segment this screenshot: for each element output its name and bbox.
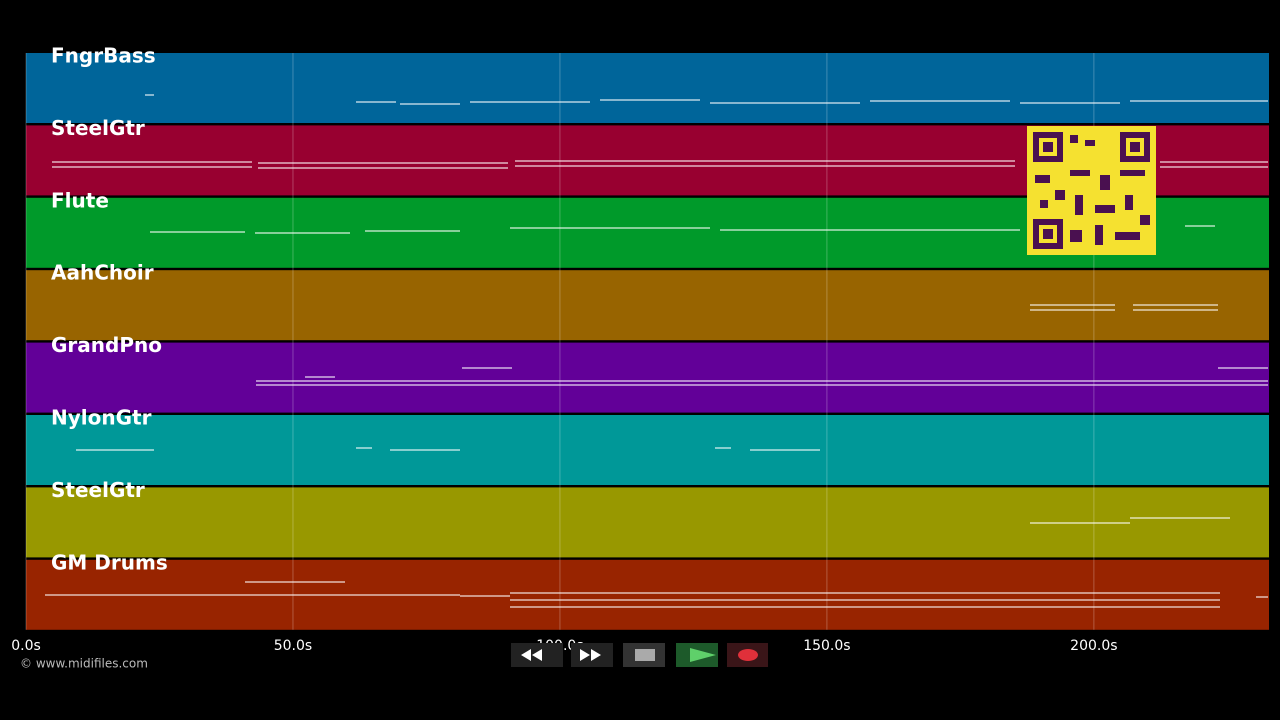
stop-icon bbox=[635, 649, 655, 661]
qr-modules bbox=[1035, 135, 1150, 245]
play-icon bbox=[690, 648, 716, 662]
track-name: AahChoir bbox=[51, 261, 154, 285]
note-line bbox=[145, 94, 1268, 105]
time-tick-label: 150.0s bbox=[803, 638, 850, 654]
note-line bbox=[150, 225, 1215, 234]
note-line bbox=[1030, 304, 1218, 311]
track-name: FngrBass bbox=[51, 44, 156, 68]
note-line bbox=[256, 367, 1268, 386]
rewind-icon bbox=[521, 649, 542, 661]
time-tick-label: 50.0s bbox=[274, 638, 312, 654]
transport-controls bbox=[511, 643, 768, 667]
fast-forward-icon bbox=[580, 649, 601, 661]
track-name: SteelGtr bbox=[51, 116, 145, 140]
qr-finder bbox=[1043, 142, 1053, 152]
qr-finder bbox=[1043, 229, 1053, 239]
qr-code bbox=[1027, 126, 1156, 255]
track-name: NylonGtr bbox=[51, 406, 152, 430]
track-labels: FngrBass SteelGtr Flute AahChoir GrandPno Nyl… bbox=[51, 44, 168, 575]
track-band bbox=[26, 53, 1269, 123]
track-band bbox=[26, 415, 1269, 485]
track-name: Flute bbox=[51, 188, 109, 212]
notes bbox=[45, 94, 1268, 608]
note-line bbox=[1030, 517, 1230, 524]
track-name: SteelGtr bbox=[51, 478, 145, 502]
track-name: GrandPno bbox=[51, 333, 162, 357]
track-name: GM Drums bbox=[51, 550, 168, 574]
qr-finder bbox=[1130, 142, 1140, 152]
record-icon bbox=[738, 649, 758, 661]
note-line bbox=[76, 447, 820, 451]
note-line bbox=[45, 581, 1268, 608]
copyright: © www.midifiles.com bbox=[20, 657, 148, 671]
note-line bbox=[52, 160, 1268, 169]
track-band bbox=[26, 342, 1269, 413]
time-tick-label: 0.0s bbox=[11, 638, 41, 654]
time-tick-label: 200.0s bbox=[1070, 638, 1117, 654]
